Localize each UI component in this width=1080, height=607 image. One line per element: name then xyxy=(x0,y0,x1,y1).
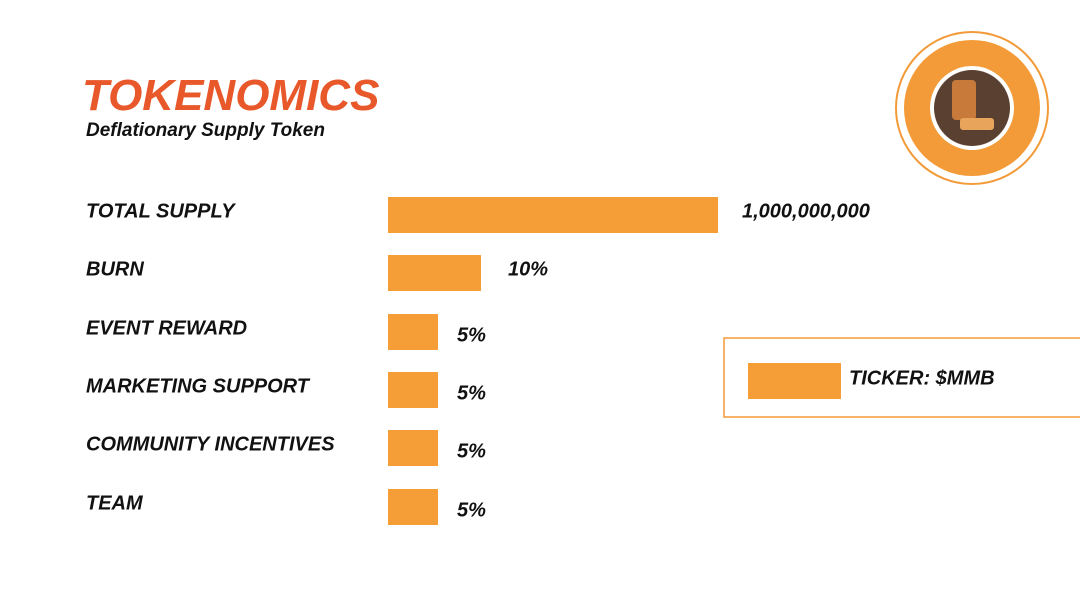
row-label: BURN xyxy=(86,258,144,280)
bar xyxy=(388,430,438,466)
logo-desk xyxy=(960,118,994,130)
bar xyxy=(388,489,438,525)
bar xyxy=(388,314,438,350)
ticker-box xyxy=(723,337,1080,418)
row-label: EVENT REWARD xyxy=(86,317,247,339)
row-value: 5% xyxy=(457,440,486,462)
bar xyxy=(388,372,438,408)
row-value: 5% xyxy=(457,382,486,404)
row-label: TEAM xyxy=(86,492,144,514)
row-label: TOTAL SUPPLY xyxy=(86,200,236,222)
bar xyxy=(388,255,481,291)
ticker-label: TICKER: $MMB xyxy=(849,367,995,389)
row-value: 5% xyxy=(457,324,486,346)
subtitle: Deflationary Supply Token xyxy=(86,120,325,141)
row-label: COMMUNITY INCENTIVES xyxy=(86,433,335,455)
logo-figure xyxy=(952,80,976,120)
row-value: 10% xyxy=(508,258,548,280)
bar xyxy=(388,197,718,233)
row-value: 1,000,000,000 xyxy=(742,200,870,222)
ticker-swatch xyxy=(748,363,841,399)
row-value: 5% xyxy=(457,499,486,521)
logo-ring xyxy=(895,31,1049,185)
title: TOKENOMICS xyxy=(82,71,379,120)
row-label: MARKETING SUPPORT xyxy=(86,375,311,397)
